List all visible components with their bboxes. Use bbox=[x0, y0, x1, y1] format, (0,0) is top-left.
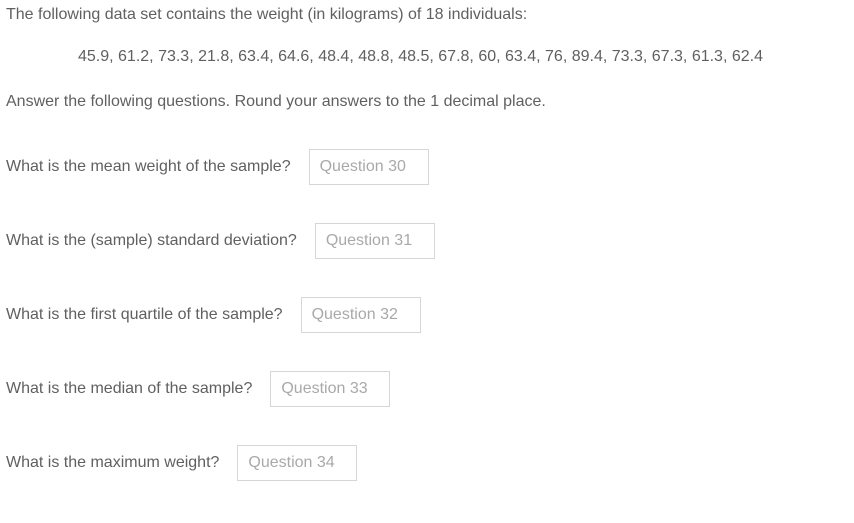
question-label-maximum: What is the maximum weight? bbox=[6, 452, 219, 474]
answer-input-q32[interactable] bbox=[301, 297, 421, 333]
instruction-text: Answer the following questions. Round yo… bbox=[6, 91, 848, 113]
intro-text: The following data set contains the weig… bbox=[6, 4, 848, 26]
question-label-first-quartile: What is the first quartile of the sample… bbox=[6, 304, 283, 326]
data-set-values: 45.9, 61.2, 73.3, 21.8, 63.4, 64.6, 48.4… bbox=[6, 46, 848, 68]
answer-input-q30[interactable] bbox=[309, 149, 429, 185]
answer-input-q31[interactable] bbox=[315, 223, 435, 259]
question-row-first-quartile: What is the first quartile of the sample… bbox=[6, 297, 848, 333]
question-row-median: What is the median of the sample? bbox=[6, 371, 848, 407]
question-label-median: What is the median of the sample? bbox=[6, 378, 252, 400]
question-label-mean: What is the mean weight of the sample? bbox=[6, 156, 291, 178]
question-row-mean: What is the mean weight of the sample? bbox=[6, 149, 848, 185]
question-row-maximum: What is the maximum weight? bbox=[6, 445, 848, 481]
question-row-stddev: What is the (sample) standard deviation? bbox=[6, 223, 848, 259]
answer-input-q33[interactable] bbox=[270, 371, 390, 407]
question-label-stddev: What is the (sample) standard deviation? bbox=[6, 230, 297, 252]
answer-input-q34[interactable] bbox=[237, 445, 357, 481]
